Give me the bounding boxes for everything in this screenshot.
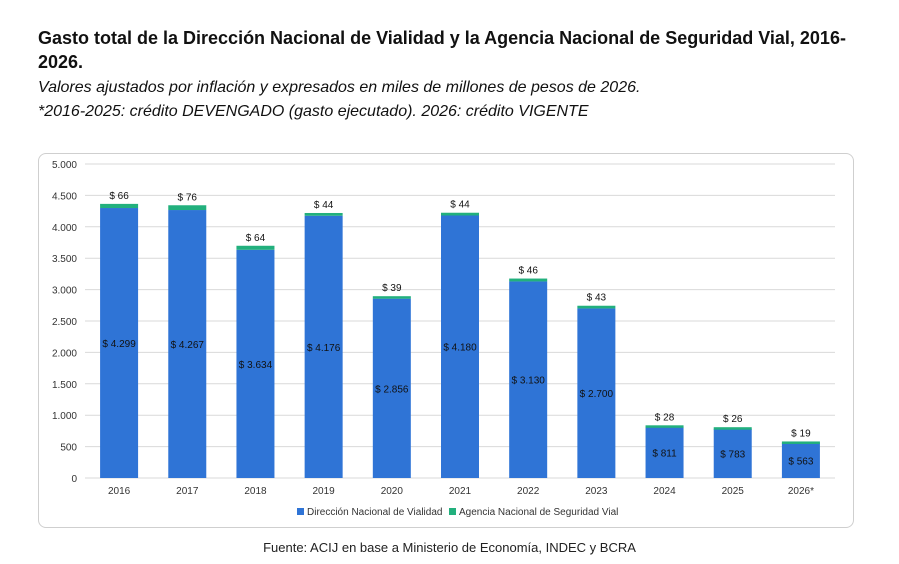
- bar-dnv: [372, 298, 411, 478]
- chart-title: Gasto total de la Dirección Nacional de …: [38, 28, 846, 72]
- legend-swatch-dnv: [297, 508, 304, 515]
- data-label-dnv: $ 783: [720, 449, 745, 460]
- chart-subtitle: Valores ajustados por inflación y expres…: [38, 79, 641, 96]
- legend-swatch-ansv: [449, 508, 456, 515]
- bar-dnv: [236, 249, 275, 478]
- data-label-dnv: $ 4.176: [307, 343, 341, 354]
- bar-dnv: [645, 427, 684, 478]
- chart-note: *2016-2025: crédito DEVENGADO (gasto eje…: [38, 103, 589, 120]
- x-tick-label: 2016: [108, 486, 131, 497]
- bar-ansv: [713, 427, 752, 430]
- y-tick-label: 0: [71, 474, 77, 485]
- bar-dnv: [713, 428, 752, 478]
- data-label-ansv: $ 39: [382, 283, 402, 294]
- x-tick-label: 2025: [722, 486, 745, 497]
- data-label-dnv: $ 3.634: [239, 360, 273, 371]
- chart-area: 0 500 1.000 1.500 2.000 2.500 3.000 3.500 4.000 4…: [38, 153, 854, 528]
- data-label-ansv: $ 44: [450, 200, 470, 211]
- y-tick-label: 3.500: [52, 254, 77, 265]
- data-label-dnv: $ 4.267: [171, 340, 205, 351]
- data-label-ansv: $ 44: [314, 200, 334, 211]
- data-label-ansv: $ 64: [246, 233, 266, 244]
- data-label-dnv: $ 2.700: [580, 389, 614, 400]
- y-tick-label: 500: [60, 443, 77, 454]
- bar-ansv: [100, 203, 139, 209]
- data-label-ansv: $ 76: [178, 192, 198, 203]
- data-label-dnv: $ 4.299: [102, 339, 136, 350]
- data-label-ansv: $ 43: [587, 293, 607, 304]
- x-tick-label: 2019: [313, 486, 336, 497]
- data-label-ansv: $ 46: [518, 266, 538, 277]
- bar-dnv: [168, 210, 207, 478]
- bar-ansv: [372, 296, 411, 299]
- bar-ansv: [236, 245, 275, 250]
- data-label-ansv: $ 19: [791, 428, 811, 439]
- bar-dnv: [100, 208, 139, 478]
- bar-dnv: [304, 215, 343, 478]
- bar-ansv: [168, 205, 207, 211]
- y-tick-label: 1.500: [52, 380, 77, 391]
- x-tick-label: 2017: [176, 486, 199, 497]
- x-tick-label: 2018: [244, 486, 267, 497]
- bar-ansv: [509, 278, 548, 282]
- bar-ansv: [645, 425, 684, 428]
- x-tick-label: 2026*: [788, 486, 814, 497]
- source-note: Fuente: ACIJ en base a Ministerio de Eco…: [263, 540, 636, 555]
- y-tick-label: 5.000: [52, 160, 77, 171]
- x-tick-label: 2021: [449, 486, 472, 497]
- bar-dnv: [781, 442, 820, 478]
- y-tick-label: 1.000: [52, 411, 77, 422]
- bar-ansv: [441, 212, 479, 216]
- data-label-ansv: $ 28: [655, 412, 675, 423]
- bar-ansv: [781, 441, 820, 444]
- stacked-bar-chart: 0 500 1.000 1.500 2.000 2.500 3.000 3.500 4.000 4…: [52, 160, 835, 518]
- legend-label-dnv: Dirección Nacional de Vialidad: [307, 507, 442, 518]
- bar-ansv: [577, 305, 616, 309]
- data-label-dnv: $ 3.130: [511, 376, 545, 387]
- y-tick-label: 4.500: [52, 191, 77, 202]
- y-tick-label: 2.000: [52, 348, 77, 359]
- x-tick-label: 2022: [517, 486, 540, 497]
- bar-dnv: [441, 215, 479, 478]
- x-tick-label: 2024: [653, 486, 676, 497]
- x-tick-label: 2023: [585, 486, 608, 497]
- y-tick-label: 2.500: [52, 317, 77, 328]
- bar-ansv: [304, 212, 343, 216]
- y-tick-label: 3.000: [52, 286, 77, 297]
- bar-dnv: [577, 308, 616, 478]
- data-label-dnv: $ 4.180: [443, 343, 477, 354]
- data-label-ansv: $ 26: [723, 414, 743, 425]
- y-tick-label: 4.000: [52, 223, 77, 234]
- legend-label-ansv: Agencia Nacional de Seguridad Vial: [459, 507, 618, 518]
- x-tick-label: 2020: [381, 486, 404, 497]
- data-label-dnv: $ 563: [788, 456, 813, 467]
- bar-dnv: [509, 281, 548, 478]
- data-label-dnv: $ 2.856: [375, 384, 409, 395]
- data-label-dnv: $ 811: [652, 449, 677, 460]
- data-label-ansv: $ 66: [109, 191, 129, 202]
